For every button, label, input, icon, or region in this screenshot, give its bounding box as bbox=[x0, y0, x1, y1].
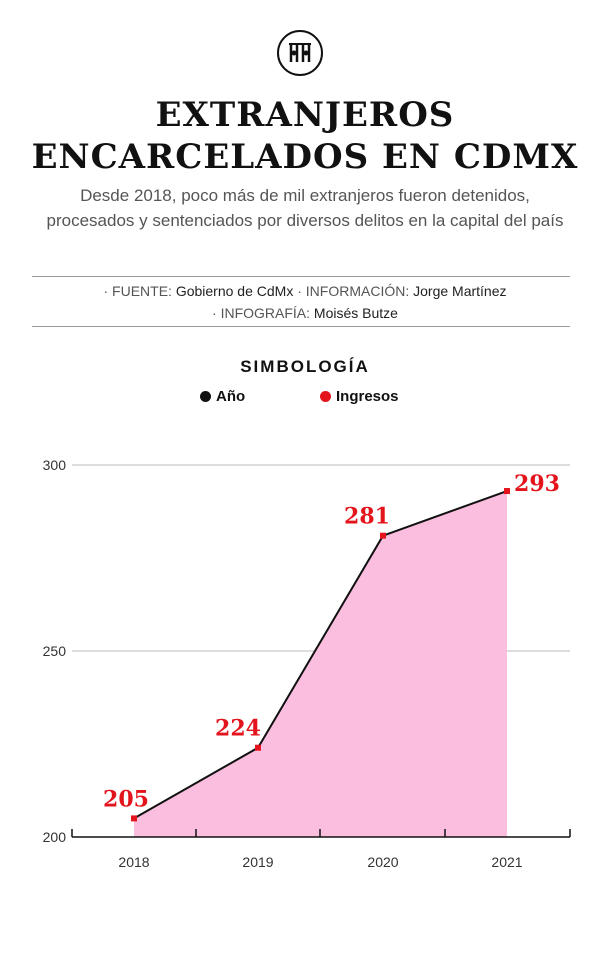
information-label: · INFORMACIÓN: bbox=[297, 283, 410, 299]
prison-bars-logo-icon bbox=[277, 30, 323, 76]
subtitle: Desde 2018, poco más de mil extranjeros … bbox=[46, 186, 564, 230]
legend-ingresos-dot-icon bbox=[320, 391, 331, 402]
x-tick-label: 2020 bbox=[367, 854, 398, 870]
source-label: · FUENTE: bbox=[103, 283, 172, 299]
legend-item-year: Año bbox=[200, 388, 245, 405]
x-tick-label: 2021 bbox=[491, 854, 522, 870]
data-point-marker bbox=[504, 488, 510, 495]
y-tick-label: 200 bbox=[43, 829, 67, 845]
data-point-marker bbox=[255, 744, 261, 751]
series-line-ingresos bbox=[133, 490, 508, 820]
legend-item-ingresos: Ingresos bbox=[320, 388, 399, 405]
x-tick-label: 2018 bbox=[118, 854, 149, 870]
source-value: Gobierno de CdMx bbox=[175, 283, 294, 299]
data-label: 293 bbox=[514, 471, 560, 497]
legend-year-label: Año bbox=[216, 388, 246, 405]
area-chart: 200 250 300 205 2018 224 2019 281 2020 293 2021 bbox=[43, 457, 571, 870]
title-line-2: ENCARCELADOS EN CDMX bbox=[31, 137, 579, 177]
divider-bottom bbox=[32, 326, 570, 327]
data-point-marker bbox=[131, 815, 137, 822]
y-tick-label: 300 bbox=[43, 457, 67, 473]
y-tick-label: 250 bbox=[43, 643, 67, 659]
divider-top bbox=[32, 276, 570, 277]
legend-title: SIMBOLOGÍA bbox=[240, 357, 370, 376]
infographic-label: · INFOGRAFÍA: bbox=[212, 305, 311, 321]
title-line-1: EXTRANJEROS bbox=[155, 95, 455, 135]
legend-year-dot-icon bbox=[200, 391, 211, 402]
infographic-value: Moisés Butze bbox=[313, 305, 398, 321]
series-area-ingresos bbox=[134, 491, 507, 837]
credits-line-1: · FUENTE: Gobierno de CdMx · INFORMACIÓN… bbox=[0, 283, 610, 299]
data-label: 224 bbox=[215, 716, 261, 742]
bars-icon bbox=[289, 43, 311, 62]
legend-ingresos-label: Ingresos bbox=[336, 388, 399, 405]
data-point-marker bbox=[380, 532, 386, 539]
credits-line-2: · INFOGRAFÍA: Moisés Butze bbox=[0, 305, 610, 321]
data-label: 205 bbox=[103, 786, 149, 812]
x-tick-label: 2019 bbox=[242, 854, 273, 870]
information-value: Jorge Martínez bbox=[413, 283, 507, 299]
data-label: 281 bbox=[344, 504, 390, 530]
